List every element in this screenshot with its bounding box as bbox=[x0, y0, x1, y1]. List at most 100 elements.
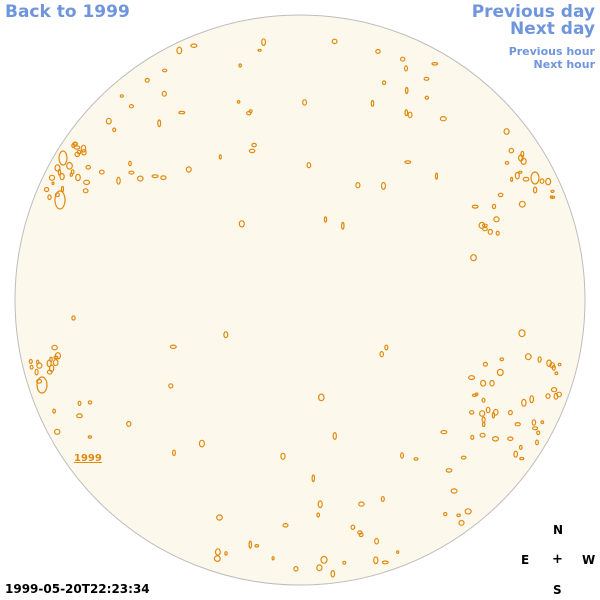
next-hour-link[interactable]: Next hour bbox=[533, 58, 596, 71]
contour-mark bbox=[306, 162, 312, 169]
contour-mark bbox=[400, 452, 405, 459]
contour-mark bbox=[317, 393, 325, 402]
contour-mark bbox=[172, 449, 177, 457]
contour-mark bbox=[251, 142, 257, 148]
contour-mark bbox=[550, 387, 558, 393]
contour-mark bbox=[28, 358, 33, 365]
contour-mark bbox=[485, 406, 491, 414]
contour-mark bbox=[151, 174, 159, 179]
contour-loop bbox=[530, 171, 540, 185]
contour-mark bbox=[302, 99, 308, 106]
contour-mark bbox=[169, 344, 177, 350]
contour-mark bbox=[223, 331, 229, 339]
contour-mark bbox=[51, 344, 58, 351]
contour-mark bbox=[161, 68, 168, 73]
contour-mark bbox=[384, 344, 389, 351]
contour-mark bbox=[72, 141, 78, 146]
contour-mark bbox=[370, 99, 375, 107]
contour-mark bbox=[34, 368, 39, 376]
contour-mark bbox=[157, 119, 162, 128]
compass-west: W bbox=[582, 553, 596, 567]
contour-mark bbox=[445, 468, 453, 473]
contour-mark bbox=[71, 315, 76, 321]
contour-mark bbox=[495, 230, 500, 236]
contour-mark bbox=[491, 203, 497, 210]
contour-mark bbox=[112, 127, 117, 133]
contour-mark bbox=[507, 436, 514, 442]
contour-mark bbox=[404, 65, 409, 72]
contour-mark bbox=[556, 391, 562, 398]
observation-timestamp: 1999-05-20T22:23:34 bbox=[5, 582, 150, 596]
previous-day-link[interactable]: Previous day bbox=[471, 2, 595, 22]
contour-mark bbox=[460, 455, 467, 460]
contour-mark bbox=[246, 110, 252, 116]
contour-mark bbox=[513, 450, 519, 458]
contour-mark bbox=[507, 409, 513, 416]
contour-mark bbox=[470, 434, 475, 440]
contour-mark bbox=[105, 117, 112, 125]
contour-mark bbox=[77, 400, 82, 406]
contour-mark bbox=[282, 522, 289, 528]
contour-mark bbox=[190, 43, 198, 49]
contour-mark bbox=[531, 426, 539, 431]
contour-mark bbox=[379, 351, 385, 358]
contour-mark bbox=[520, 150, 525, 158]
contour-mark bbox=[524, 353, 532, 361]
contour-mark bbox=[81, 149, 87, 156]
contour-mark bbox=[487, 228, 493, 235]
contour-mark bbox=[119, 94, 124, 98]
contour-mark bbox=[73, 145, 81, 150]
contour-mark bbox=[238, 63, 243, 68]
back-to-year-link[interactable]: Back to 1999 bbox=[5, 2, 130, 22]
contour-mark bbox=[450, 488, 458, 494]
contour-mark bbox=[481, 416, 486, 423]
contour-mark bbox=[404, 160, 412, 165]
contour-mark bbox=[116, 176, 121, 185]
year-link[interactable]: 1999 bbox=[74, 453, 102, 464]
contour-mark bbox=[550, 189, 555, 193]
contour-mark bbox=[36, 362, 43, 369]
contour-mark bbox=[43, 186, 50, 193]
contour-mark bbox=[59, 172, 65, 181]
contour-mark bbox=[380, 181, 387, 190]
contour-mark bbox=[496, 368, 504, 377]
contour-mark bbox=[404, 109, 409, 117]
contour-mark bbox=[271, 556, 275, 561]
contour-mark bbox=[87, 435, 93, 439]
contour-mark bbox=[238, 220, 245, 228]
contour-mark bbox=[330, 569, 336, 578]
contour-mark bbox=[497, 192, 504, 198]
contour-mark bbox=[261, 38, 267, 46]
contour-mark bbox=[553, 392, 559, 400]
contour-loop bbox=[54, 190, 66, 210]
contour-mark bbox=[128, 170, 135, 175]
contour-mark bbox=[532, 186, 538, 194]
contour-mark bbox=[144, 77, 150, 83]
contour-mark bbox=[53, 428, 61, 435]
contour-loop bbox=[58, 150, 68, 166]
contour-mark bbox=[482, 361, 488, 367]
contour-mark bbox=[536, 430, 541, 436]
previous-hour-link[interactable]: Previous hour bbox=[508, 45, 595, 58]
contour-mark bbox=[545, 177, 552, 186]
contour-mark bbox=[482, 226, 488, 232]
next-day-link[interactable]: Next day bbox=[510, 19, 595, 39]
contour-mark bbox=[257, 48, 262, 52]
contour-mark bbox=[540, 420, 545, 425]
contour-mark bbox=[293, 565, 299, 572]
contour-mark bbox=[54, 164, 61, 172]
contour-mark bbox=[323, 216, 328, 223]
contour-mark bbox=[510, 176, 514, 182]
contour-mark bbox=[358, 532, 364, 538]
contour-mark bbox=[128, 103, 134, 109]
contour-mark bbox=[317, 500, 323, 509]
contour-mark bbox=[47, 194, 52, 201]
contour-mark bbox=[464, 508, 472, 515]
contour-mark bbox=[534, 439, 539, 446]
contour-loop bbox=[36, 376, 48, 394]
contour-mark bbox=[521, 398, 527, 407]
contour-mark bbox=[503, 128, 510, 135]
contour-mark bbox=[554, 371, 559, 376]
contour-mark bbox=[358, 501, 365, 507]
contour-mark bbox=[311, 474, 316, 483]
